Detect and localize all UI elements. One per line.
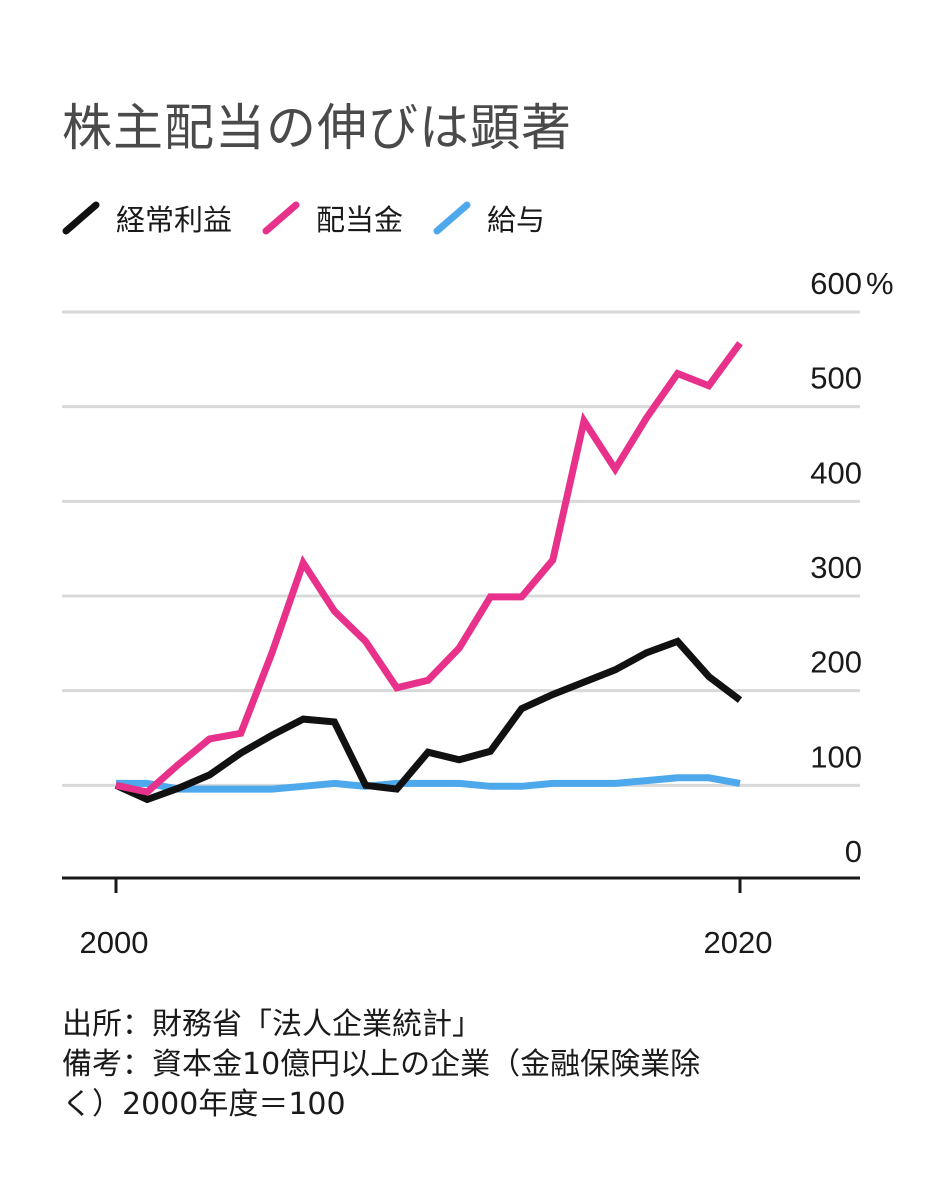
y-tick-label-600: 600 — [810, 266, 862, 301]
series-line-1 — [115, 341, 743, 796]
legend-label-ordinary-profit: 経常利益 — [116, 203, 233, 237]
y-tick-label-500: 500 — [810, 361, 862, 396]
legend-swatch-line-ordinary-profit — [62, 201, 100, 235]
series-line-0 — [114, 637, 743, 804]
source-line-2: 備考：資本金10億円以上の企業（金融保険業除 — [62, 1047, 701, 1082]
legend-label-dividends: 配当金 — [316, 203, 404, 237]
x-tick-labels: 2000 2020 — [80, 925, 773, 960]
x-tick-label-2000: 2000 — [80, 925, 149, 960]
y-tick-label-300: 300 — [810, 550, 862, 585]
x-tick-label-2020: 2020 — [704, 925, 773, 960]
legend-swatch-wages — [433, 201, 471, 235]
series-line-2 — [116, 774, 741, 793]
y-unit-label: % — [866, 266, 894, 301]
legend-swatch-ordinary-profit — [62, 201, 100, 235]
y-tick-label-400: 400 — [810, 455, 862, 490]
series-lines — [114, 341, 743, 804]
legend-swatch-line-dividends — [262, 201, 300, 235]
line-chart: 0 100 200 300 400 500 600% 2000 2020 — [62, 266, 894, 960]
chart-title: 株主配当の伸びは顕著 — [62, 99, 572, 157]
legend-swatch-dividends — [262, 201, 300, 235]
legend-label-wages: 給与 — [487, 203, 546, 237]
legend-item-dividends: 配当金 — [262, 197, 403, 239]
source-note: 出所：財務省「法人企業統計」 備考：資本金10億円以上の企業（金融保険業除 く）… — [62, 1005, 912, 1125]
legend-item-ordinary-profit: 経常利益 — [62, 197, 232, 239]
legend-swatch-line-wages — [433, 201, 471, 235]
source-line-3: く）2000年度＝100 — [62, 1087, 346, 1122]
y-tick-labels: 0 100 200 300 400 500 600% — [810, 266, 893, 869]
legend-item-wages: 給与 — [433, 197, 545, 239]
y-tick-label-0: 0 — [845, 834, 862, 869]
y-tick-label-200: 200 — [810, 645, 862, 680]
legend: 経常利益 配当金 給与 — [62, 196, 575, 240]
y-tick-label-100: 100 — [810, 739, 862, 774]
gridlines — [62, 310, 860, 787]
source-line-1: 出所：財務省「法人企業統計」 — [62, 1007, 482, 1042]
x-axis — [62, 876, 860, 893]
